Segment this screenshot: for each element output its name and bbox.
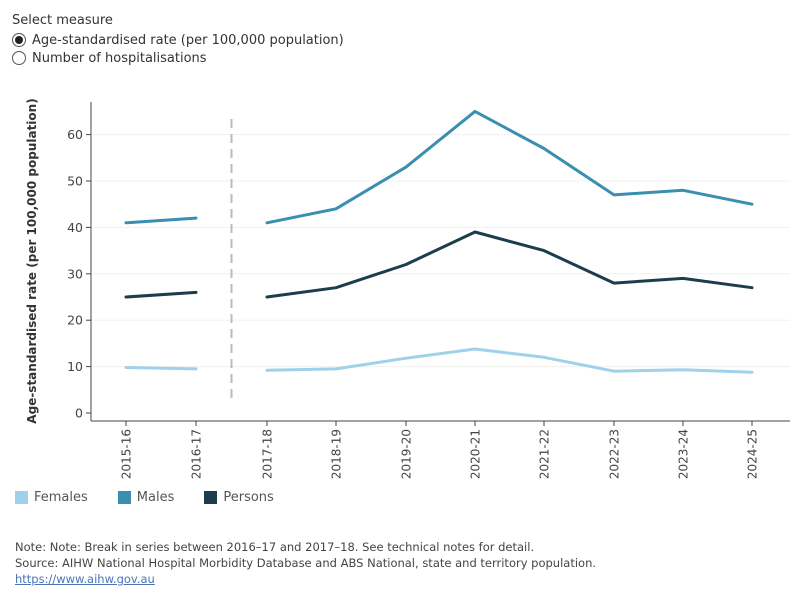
series-line-persons bbox=[265, 230, 754, 299]
y-tick-label: 10 bbox=[67, 359, 83, 374]
radio-unselected-icon[interactable] bbox=[12, 51, 26, 65]
x-tick-label: 2024-25 bbox=[746, 429, 760, 479]
series-line-males bbox=[124, 216, 198, 225]
x-tick-label: 2017-18 bbox=[261, 429, 275, 479]
series-line-females bbox=[265, 347, 754, 374]
radio-age-standardised-rate[interactable]: Age-standardised rate (per 100,000 popul… bbox=[12, 31, 344, 49]
x-tick-label: 2023-24 bbox=[677, 429, 691, 479]
y-tick-label: 50 bbox=[67, 174, 83, 189]
x-tick-label: 2020-21 bbox=[469, 429, 483, 479]
source-text: Source: AIHW National Hospital Morbidity… bbox=[15, 556, 597, 570]
legend-label: Females bbox=[34, 490, 88, 505]
aihw-link[interactable]: https://www.aihw.gov.au bbox=[15, 572, 155, 586]
x-tick-label: 2019-20 bbox=[400, 429, 414, 479]
radio-label: Number of hospitalisations bbox=[32, 50, 207, 66]
radio-selected-icon[interactable] bbox=[12, 33, 26, 47]
series-line-males bbox=[265, 109, 754, 225]
x-tick-label: 2022-23 bbox=[608, 429, 622, 479]
legend-label: Males bbox=[136, 490, 175, 505]
y-tick-label: 20 bbox=[67, 313, 83, 328]
x-tick-label: 2015-16 bbox=[120, 429, 134, 479]
radio-label: Age-standardised rate (per 100,000 popul… bbox=[32, 32, 344, 48]
x-tick-label: 2016-17 bbox=[190, 429, 204, 479]
radio-number-of-hospitalisations[interactable]: Number of hospitalisations bbox=[12, 49, 344, 67]
measure-selector-title: Select measure bbox=[12, 13, 113, 28]
y-axis-title: Age-standardised rate (per 100,000 popul… bbox=[25, 98, 39, 423]
y-tick-label: 30 bbox=[67, 266, 83, 281]
chart-notes: Note: Note: Break in series between 2016… bbox=[15, 539, 596, 587]
measure-selector: Select measure Age-standardised rate (pe… bbox=[12, 13, 344, 67]
y-tick-label: 60 bbox=[67, 127, 83, 142]
legend-swatch bbox=[204, 491, 218, 504]
x-tick-label: 2021-22 bbox=[538, 429, 552, 479]
legend-label: Persons bbox=[223, 490, 274, 505]
legend-item-males[interactable]: Males bbox=[117, 490, 175, 505]
legend-swatch bbox=[117, 491, 131, 504]
line-chart: 0 10 20 30 40 50 60 Age-standardised rate (per … bbox=[25, 98, 790, 479]
legend-swatch bbox=[15, 491, 28, 504]
note-text: Note: Note: Break in series between 2016… bbox=[15, 540, 535, 554]
legend-item-persons[interactable]: Persons bbox=[204, 490, 274, 505]
legend: Females Males Persons bbox=[15, 490, 304, 505]
series-line-persons bbox=[124, 290, 198, 299]
legend-item-females[interactable]: Females bbox=[15, 490, 88, 505]
y-tick-label: 0 bbox=[75, 406, 83, 421]
x-tick-label: 2018-19 bbox=[330, 429, 344, 479]
y-tick-label: 40 bbox=[67, 220, 83, 235]
series-line-females bbox=[124, 366, 198, 371]
